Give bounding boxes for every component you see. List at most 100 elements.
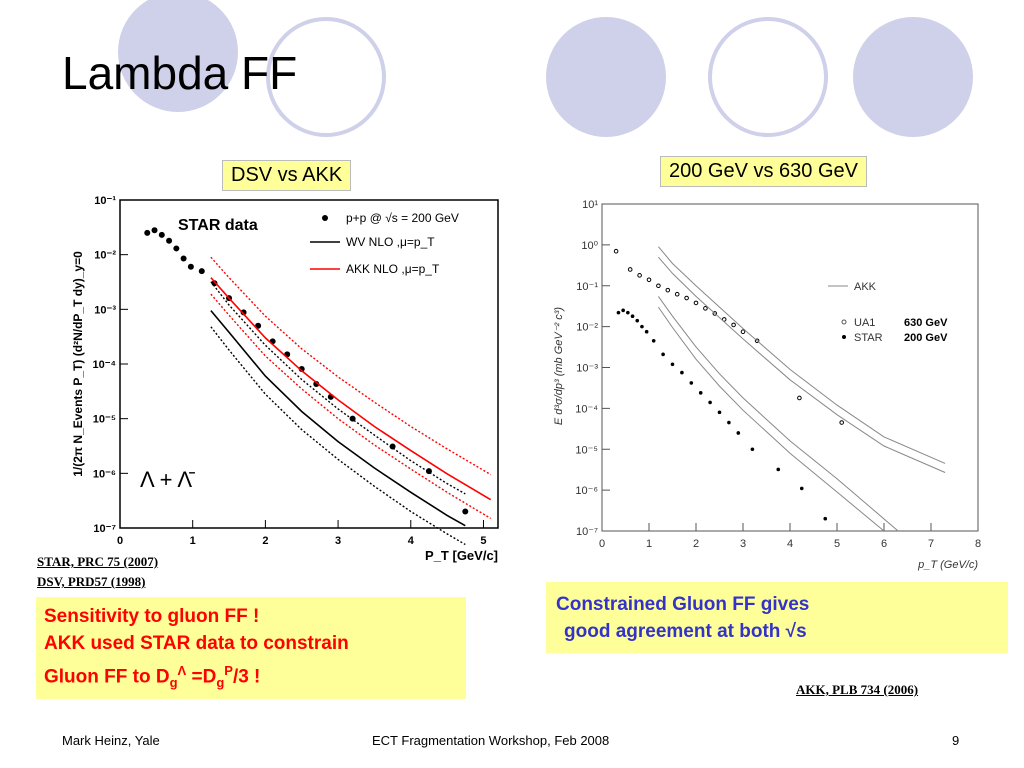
- decor-circle-5: [853, 17, 973, 137]
- point-star-3: [630, 314, 635, 318]
- y-axis-label-right: E d³σ/dp³ (mb GeV⁻² c³): [553, 307, 565, 426]
- x-tick-label-5: 5: [480, 535, 486, 547]
- x-tick-label-6: 6: [881, 538, 887, 550]
- decor-circle-2: [266, 17, 386, 137]
- series-akk-nlo-p-t: [210, 277, 492, 501]
- point-p-p-s-200-gev-15: [313, 381, 320, 388]
- point-ua1-3: [646, 277, 652, 283]
- legend-text-star: STAR: [854, 332, 883, 344]
- point-star-14: [717, 410, 722, 415]
- point-star-6: [644, 329, 649, 334]
- red-note-line1: Sensitivity to gluon FF !: [44, 606, 260, 627]
- point-star-13: [708, 400, 712, 405]
- footer-page: 9: [952, 733, 960, 748]
- legend-energy-630: 630 GeV: [904, 317, 948, 329]
- point-star-17: [750, 447, 755, 452]
- point-star-9: [670, 362, 675, 367]
- point-ua1-9: [703, 306, 708, 311]
- series-akk-630-lower: [658, 256, 946, 473]
- point-ua1-0: [613, 248, 619, 254]
- series-wv-nlo-lower: [210, 326, 466, 546]
- legend-marker-ua1: [841, 319, 847, 325]
- point-star-7: [651, 338, 656, 343]
- y-tick-label-2: 10⁻⁵: [575, 444, 598, 456]
- y-tick-label-5: 10⁻²: [576, 322, 598, 334]
- star-data-label: STAR data: [178, 217, 258, 234]
- x-axis-label-right: p_T (GeV/c): [917, 559, 978, 571]
- x-tick-label-4: 4: [408, 535, 415, 547]
- chart-akk-comparison: 0 1 2 3 4 5 6 7 8 10⁻⁷ 10⁻⁶ 10⁻⁵ 10⁻⁴ 10⁻³ 10⁻² 10⁻¹ 10⁰…: [553, 199, 981, 571]
- decor-circle-4: [708, 17, 828, 137]
- decor-circle-3: [546, 17, 666, 137]
- series-wv-nlo-p-t: [210, 310, 466, 527]
- x-tick-label-3: 3: [335, 535, 341, 547]
- point-ua1-7: [684, 295, 689, 301]
- point-ua1-2: [637, 273, 642, 278]
- point-star-2: [626, 310, 630, 315]
- point-star-4: [635, 318, 640, 323]
- x-tick-label-2: 2: [693, 538, 699, 550]
- y-tick-label-3: 10⁻⁴: [575, 403, 598, 415]
- footer-event: ECT Fragmentation Workshop, Feb 2008: [372, 733, 610, 748]
- x-tick-label-2: 2: [262, 535, 268, 547]
- page-title: Lambda FF: [62, 47, 298, 99]
- legend-text-0: p+p @ √s = 200 GeV: [346, 211, 459, 225]
- point-star-18: [776, 467, 781, 472]
- y-tick-label-0: 10⁻⁷: [93, 523, 116, 535]
- point-p-p-s-200-gev-5: [180, 255, 187, 262]
- point-ua1-16: [839, 420, 845, 425]
- point-star-11: [689, 381, 694, 385]
- x-tick-label-0: 0: [599, 538, 605, 550]
- point-ua1-6: [674, 291, 680, 297]
- y-tick-label-4: 10⁻³: [576, 363, 598, 375]
- legend-text-ua1: UA1: [854, 317, 875, 329]
- red-note: Sensitivity to gluon FF ! AKK used STAR …: [36, 597, 466, 699]
- blue-note-line2: good agreement at both √s: [564, 621, 807, 642]
- x-tick-label-3: 3: [740, 538, 746, 550]
- ref-dsv: DSV, PRD57 (1998): [37, 574, 146, 589]
- y-tick-label-1: 10⁻⁶: [575, 485, 598, 497]
- series-akk-nlo-upper: [210, 256, 492, 476]
- point-p-p-s-200-gev-6: [187, 263, 194, 270]
- x-tick-label-4: 4: [787, 538, 793, 550]
- decor-circle-1: [118, 0, 238, 112]
- x-tick-label-1: 1: [646, 538, 652, 550]
- point-p-p-s-200-gev-8: [211, 280, 218, 287]
- x-tick-label-5: 5: [834, 538, 840, 550]
- legend-marker-points: [322, 215, 328, 221]
- x-tick-label-1: 1: [190, 535, 196, 547]
- point-star-20: [823, 516, 828, 521]
- series-akk-nlo-lower: [210, 293, 492, 520]
- y-tick-label-3: 10⁻⁴: [93, 359, 116, 371]
- ref-akk: AKK, PLB 734 (2006): [796, 682, 919, 697]
- y-tick-label-0: 10⁻⁷: [576, 526, 598, 538]
- point-p-p-s-200-gev-4: [173, 245, 180, 252]
- red-note-line3: Gluon FF to DgΛ =DgP/3 !: [44, 663, 261, 691]
- point-p-p-s-200-gev-18: [389, 443, 396, 450]
- point-p-p-s-200-gev-20: [462, 508, 469, 515]
- x-tick-label-8: 8: [975, 538, 981, 550]
- point-star-1: [621, 308, 625, 313]
- legend-marker-star: [842, 335, 846, 339]
- plot-frame: [601, 203, 979, 532]
- legend-energy-200: 200 GeV: [904, 332, 948, 344]
- series-akk-200-lower: [657, 306, 885, 532]
- point-star-12: [698, 391, 703, 395]
- point-ua1-15: [797, 395, 802, 401]
- point-p-p-s-200-gev-0: [144, 229, 151, 236]
- series-akk-630-upper: [658, 246, 946, 464]
- right-tag: 200 GeV vs 630 GeV: [660, 156, 868, 187]
- red-note-line2: AKK used STAR data to constrain: [44, 633, 349, 654]
- y-tick-label-1: 10⁻⁶: [93, 468, 116, 480]
- y-tick-label-7: 10⁰: [581, 240, 598, 252]
- point-p-p-s-200-gev-1: [151, 227, 158, 234]
- chart-star-lambda: 0 1 2 3 4 5 10⁻⁷ 10⁻⁶ 10⁻⁵ 10⁻⁴ 10⁻³ 10⁻² 10⁻¹ STAR d…: [71, 195, 499, 563]
- point-star-0: [616, 310, 621, 315]
- y-tick-label-6: 10⁻¹: [94, 195, 116, 207]
- point-p-p-s-200-gev-2: [158, 231, 165, 238]
- point-star-8: [661, 352, 665, 357]
- ref-star: STAR, PRC 75 (2007): [37, 554, 159, 569]
- point-ua1-8: [693, 300, 699, 306]
- legend-text-1: WV NLO ,μ=p_T: [346, 235, 435, 249]
- y-tick-label-2: 10⁻⁵: [93, 414, 116, 426]
